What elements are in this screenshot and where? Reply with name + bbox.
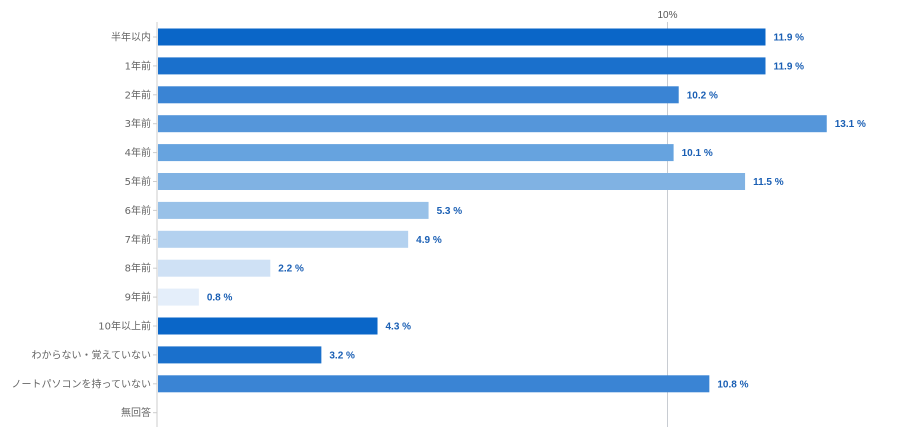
- bar: [158, 288, 199, 306]
- grid-layer: [153, 22, 668, 427]
- bars-layer: [158, 28, 827, 393]
- bar: [158, 201, 429, 219]
- data-label: 11.5 %: [753, 177, 784, 188]
- category-label: 6年前: [125, 204, 151, 217]
- data-label: 5.3 %: [437, 206, 463, 217]
- bar: [158, 346, 322, 364]
- category-label: 無回答: [121, 406, 151, 419]
- category-label: 7年前: [125, 233, 151, 246]
- data-label: 0.8 %: [207, 293, 233, 304]
- category-label: 3年前: [125, 117, 151, 130]
- bar: [158, 57, 766, 75]
- data-label: 4.3 %: [386, 322, 412, 333]
- data-label: 4.9 %: [416, 235, 442, 246]
- bar: [158, 86, 679, 104]
- labels-layer: 10% 半年以内 11.9 % 1年前 11.9 % 2年前 10.2 % 3年前 13.1 %…: [12, 10, 866, 419]
- data-label: 10.2 %: [687, 90, 718, 101]
- category-label: 2年前: [125, 88, 151, 101]
- bar: [158, 173, 746, 190]
- x-tick-label: 10%: [657, 10, 677, 21]
- category-label: ノートパソコンを持っていない: [12, 377, 152, 390]
- category-label: 4年前: [125, 146, 151, 159]
- data-label: 11.9 %: [773, 33, 804, 44]
- category-label: わからない・覚えていない: [32, 348, 152, 361]
- data-label: 10.8 %: [717, 379, 748, 390]
- data-label: 3.2 %: [329, 350, 355, 361]
- bar: [158, 375, 710, 393]
- data-label: 13.1 %: [835, 119, 866, 130]
- bar: [158, 230, 409, 248]
- category-label: 5年前: [125, 175, 151, 188]
- data-label: 10.1 %: [682, 148, 713, 159]
- category-label: 9年前: [125, 291, 151, 304]
- bar: [158, 28, 766, 46]
- category-label: 10年以上前: [98, 320, 151, 333]
- category-label: 8年前: [125, 262, 151, 275]
- data-label: 11.9 %: [773, 61, 804, 72]
- data-label: 2.2 %: [278, 264, 304, 275]
- bar: [158, 115, 827, 133]
- bar: [158, 144, 674, 162]
- category-label: 半年以内: [111, 31, 151, 44]
- category-label: 1年前: [125, 59, 151, 72]
- bar: [158, 317, 378, 335]
- bar: [158, 259, 271, 277]
